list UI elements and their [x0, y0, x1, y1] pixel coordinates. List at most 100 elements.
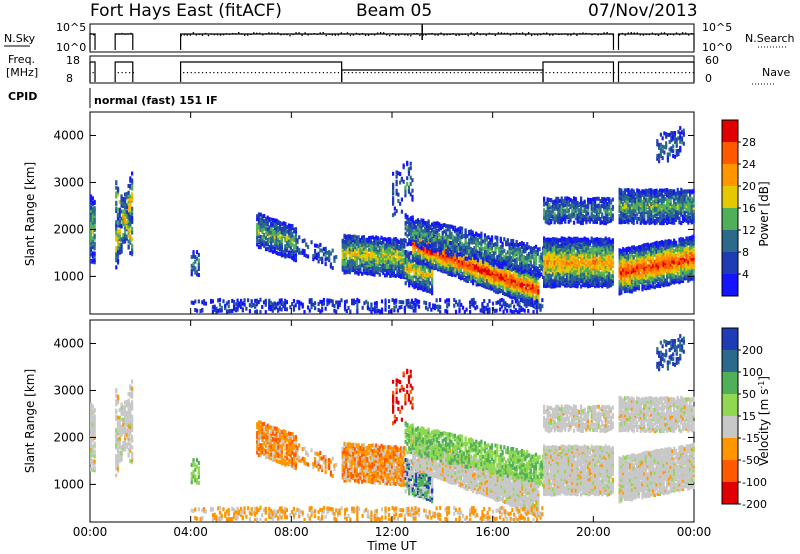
power-cell — [131, 219, 134, 224]
power-cell — [528, 288, 531, 293]
power-cell — [350, 235, 353, 240]
power-cell — [120, 203, 123, 208]
nave-dot — [277, 72, 279, 74]
power-cell — [464, 265, 468, 270]
nave-dot — [228, 72, 230, 74]
power-cell — [455, 236, 458, 241]
power-cell — [422, 255, 425, 260]
power-cell — [275, 218, 278, 223]
power-cell — [324, 249, 327, 254]
power-cell — [496, 240, 499, 245]
power-cell — [521, 274, 524, 279]
power-cell — [460, 248, 464, 253]
power-cell — [431, 245, 434, 250]
power-cell — [475, 258, 478, 263]
power-cell — [343, 266, 346, 271]
power-cell — [513, 252, 517, 257]
power-cell — [420, 218, 423, 223]
power-cell — [116, 260, 120, 265]
power-cell — [509, 273, 512, 278]
power-cell — [420, 250, 424, 255]
nave-dot — [590, 72, 593, 74]
power-cell — [275, 234, 278, 239]
nave-dot — [628, 72, 630, 74]
power-cell — [366, 261, 369, 266]
power-cell — [436, 231, 439, 236]
power-cell — [280, 253, 283, 258]
power-cell — [375, 247, 378, 252]
power-cell — [368, 271, 371, 276]
power-cell — [490, 248, 494, 253]
power-cell — [401, 247, 404, 252]
nsearch-dot — [310, 33, 312, 35]
power-cell — [387, 264, 390, 269]
power-cell — [415, 268, 418, 273]
nsearch-dot — [500, 32, 503, 34]
nave-dot — [423, 72, 425, 74]
power-cell — [362, 263, 366, 268]
power-cell — [537, 289, 540, 294]
power-cell — [462, 243, 465, 248]
power-cell — [460, 226, 464, 231]
power-cell — [131, 184, 134, 189]
power-cell — [369, 261, 373, 266]
nsearch-dot — [189, 34, 192, 36]
power-cell — [275, 240, 278, 245]
power-cell — [453, 246, 457, 251]
nave-dot — [262, 72, 264, 74]
power-cell — [507, 270, 510, 275]
power-cell — [403, 275, 406, 280]
power-cell — [460, 234, 464, 239]
power-cell — [266, 222, 269, 227]
power-cell — [500, 283, 503, 288]
power-cell — [443, 267, 447, 272]
power-cell — [284, 244, 287, 249]
power-cell — [382, 244, 385, 249]
power-cell — [434, 224, 437, 229]
power-cell — [436, 221, 439, 226]
power-cell — [445, 231, 448, 236]
power-cell — [346, 266, 350, 271]
power-cell — [422, 247, 425, 252]
power-cell — [445, 242, 448, 247]
power-cell — [415, 233, 418, 238]
power-cell — [259, 239, 262, 244]
nave-dot — [431, 72, 433, 74]
power-cell — [422, 240, 425, 245]
power-cell — [424, 235, 427, 240]
power-cell — [459, 252, 462, 257]
power-cell — [392, 171, 395, 176]
power-cell — [419, 237, 422, 242]
power-cell — [516, 280, 519, 285]
power-cell — [93, 246, 96, 251]
power-cell — [382, 253, 385, 258]
power-cell — [350, 264, 353, 269]
nsearch-tick-bottom: 10^0 — [702, 41, 732, 54]
power-cell — [403, 261, 406, 266]
power-cell — [353, 239, 357, 244]
nsearch-dot — [343, 33, 346, 35]
power-cell — [131, 243, 134, 248]
power-cell — [528, 272, 531, 277]
power-cell — [485, 245, 488, 250]
power-cell — [514, 278, 517, 283]
power-cell — [446, 234, 450, 239]
power-cell — [443, 264, 447, 269]
power-cell — [129, 229, 132, 234]
power-cell — [366, 267, 369, 272]
power-cell — [416, 276, 420, 281]
power-cell — [406, 257, 409, 262]
nave-dot — [514, 72, 516, 74]
power-cell — [273, 246, 276, 251]
nave-dot — [121, 72, 123, 74]
power-cell — [485, 257, 488, 262]
power-cell — [415, 263, 418, 268]
power-cell — [371, 250, 374, 255]
power-cell — [400, 197, 404, 202]
power-cell — [482, 258, 485, 263]
power-cell — [476, 253, 480, 258]
power-cell — [345, 261, 348, 266]
power-cell — [375, 250, 378, 255]
power-cell — [408, 268, 411, 273]
power-cell — [519, 262, 522, 267]
